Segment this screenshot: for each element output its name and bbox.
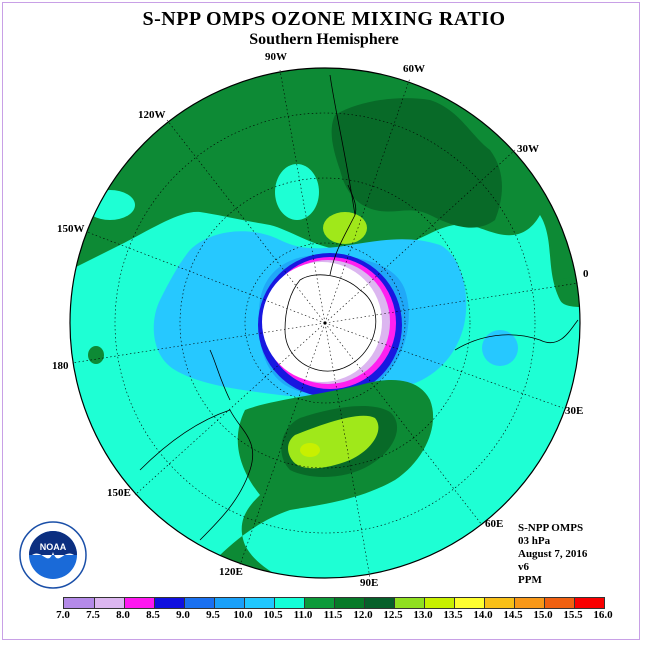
lon-label-180: 180 [52,360,69,372]
colorbar-tick-label: 8.0 [116,609,130,621]
colorbar-segment [304,598,334,608]
colorbar-segment [214,598,244,608]
colorbar-tick-label: 12.0 [353,609,373,621]
info-product: S-NPP OMPS [518,522,584,534]
colorbar-segment [364,598,394,608]
colorbar-segment [334,598,364,608]
lon-label-90w: 90W [265,51,287,63]
map-border [69,67,581,579]
colorbar-tick-label: 10.0 [233,609,253,621]
coastlines [139,74,579,541]
field-darker-green [331,98,502,228]
logo-text: NOAA [40,542,67,552]
colorbar-segment [544,598,574,608]
colorbar-segment [574,598,604,608]
colorbar-tick-label: 11.0 [293,609,313,621]
field-cyan-left [85,190,135,220]
info-level: 03 hPa [518,535,551,547]
colorbar-segment [64,598,94,608]
colorbar-segment [454,598,484,608]
field-yellow-south [300,443,320,457]
colorbar-tick-label: 15.0 [533,609,553,621]
lon-label-120e: 120E [219,566,243,578]
lon-label-90e: 90E [360,577,379,589]
colorbar-segment [94,598,124,608]
colorbar-tick-label: 9.0 [176,609,190,621]
colorbar-tick-label: 10.5 [263,609,283,621]
colorbar-segment [424,598,454,608]
info-block: S-NPP OMPS 03 hPa August 7, 2016 v6 PPM [518,522,587,587]
colorbar-tick-label: 7.0 [56,609,70,621]
colorbar-segment [124,598,154,608]
colorbar-segment [484,598,514,608]
colorbar-segment [244,598,274,608]
info-date: August 7, 2016 [518,548,588,560]
field-lime-north [323,212,367,244]
lon-label-150w: 150W [57,223,85,235]
colorbar-segment [274,598,304,608]
field-dark-green-east [560,277,580,310]
lon-label-60e: 60E [485,518,504,530]
colorbar-labels: 7.0 7.5 8.0 8.5 9.0 9.5 10.0 10.5 11.0 11.5 12.0 12… [48,609,613,623]
info-version: v6 [518,561,529,573]
colorbar-segment [154,598,184,608]
map-subtitle: Southern Hemisphere [249,31,399,48]
lon-label-30w: 30W [517,143,539,155]
field-dark-green-north [70,68,580,300]
colorbar-segment [514,598,544,608]
colorbar-tick-label: 14.5 [503,609,523,621]
colorbar-tick-label: 11.5 [323,609,343,621]
pole-marker [323,321,327,325]
info-units: PPM [518,574,542,586]
colorbar [63,597,605,609]
lon-label-30e: 30E [565,405,584,417]
lon-label-120w: 120W [138,109,166,121]
colorbar-segment [394,598,424,608]
field-green-spot-west [88,346,104,364]
colorbar-tick-label: 9.5 [206,609,220,621]
colorbar-tick-label: 7.5 [86,609,100,621]
lon-label-60w: 60W [403,63,425,75]
figure-frame [2,2,640,640]
colorbar-segment [184,598,214,608]
colorbar-tick-label: 14.0 [473,609,493,621]
map-title: S-NPP OMPS OZONE MIXING RATIO [142,8,506,30]
field-cyan-top [275,164,319,220]
colorbar-tick-label: 16.0 [593,609,613,621]
lon-label-150e: 150E [107,487,131,499]
graticule [71,69,579,579]
colorbar-tick-label: 8.5 [146,609,160,621]
colorbar-tick-label: 13.0 [413,609,433,621]
field-light-blue-east [482,330,518,366]
colorbar-tick-label: 13.5 [443,609,463,621]
noaa-logo-icon: NOAA [19,521,87,589]
colorbar-tick-label: 15.5 [563,609,583,621]
colorbar-tick-label: 12.5 [383,609,403,621]
lon-label-0: 0 [583,268,589,280]
